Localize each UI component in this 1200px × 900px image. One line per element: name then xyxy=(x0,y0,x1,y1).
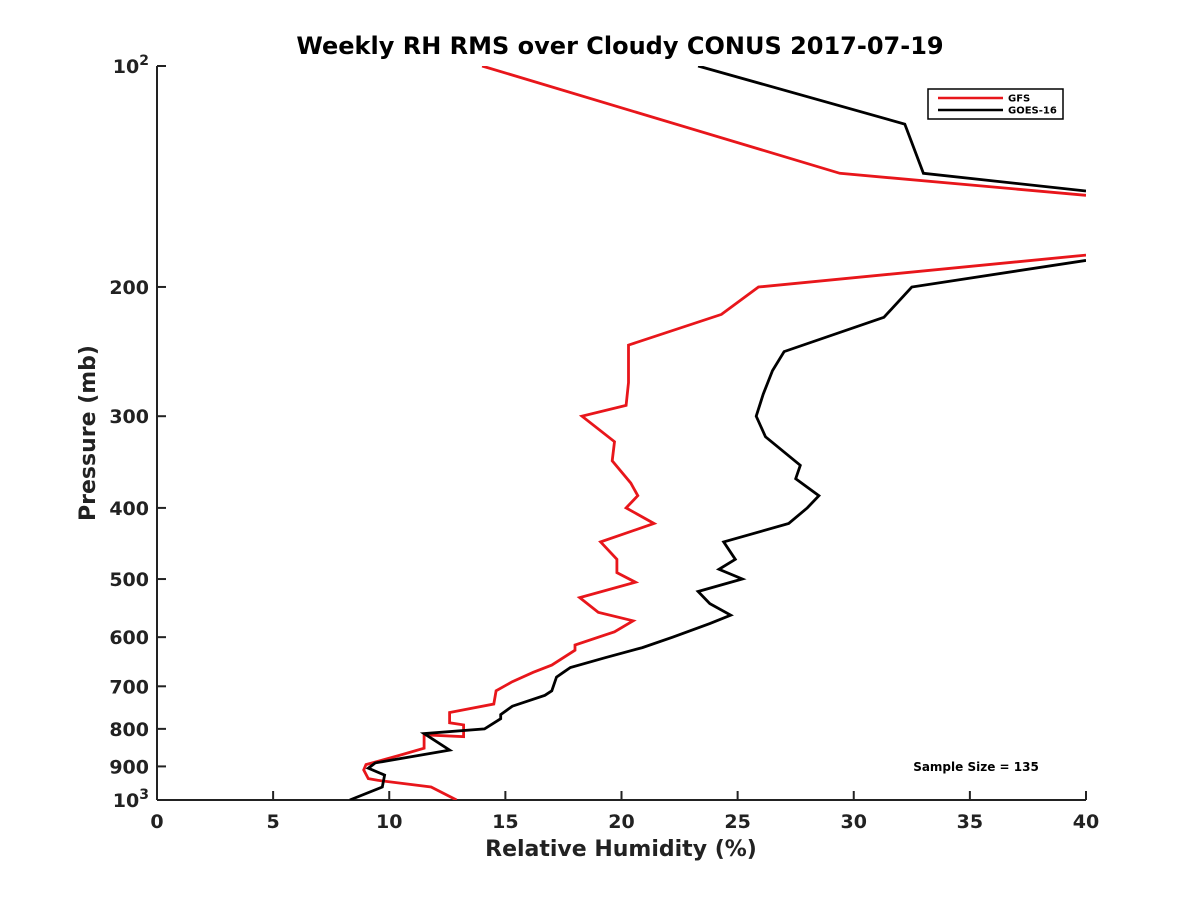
y-tick-label: 102 xyxy=(113,53,149,78)
series-line-goes16-0 xyxy=(697,66,1086,193)
x-tick-label: 5 xyxy=(267,811,280,833)
legend-label-gfs: GFS xyxy=(1008,94,1030,105)
x-tick-label: 40 xyxy=(1073,811,1099,833)
sample-size-annotation: Sample Size = 135 xyxy=(913,760,1039,774)
x-tick-label: 30 xyxy=(841,811,867,833)
y-tick-label: 200 xyxy=(109,277,149,299)
x-tick-label: 10 xyxy=(376,811,402,833)
y-axis-title: Pressure (mb) xyxy=(76,345,101,521)
y-tick-label: 800 xyxy=(109,719,149,741)
x-tick-label: 20 xyxy=(608,811,634,833)
y-tick-label: 500 xyxy=(109,569,149,591)
y-tick-label: 400 xyxy=(109,498,149,520)
x-tick-label: 15 xyxy=(492,811,518,833)
x-tick-label: 35 xyxy=(957,811,983,833)
y-tick-label: 300 xyxy=(109,406,149,428)
chart-title: Weekly RH RMS over Cloudy CONUS 2017-07-… xyxy=(296,32,943,60)
y-tick-label: 700 xyxy=(109,676,149,698)
x-tick-label: 25 xyxy=(724,811,750,833)
series-line-gfs-0 xyxy=(481,66,1086,197)
legend: GFS GOES-16 xyxy=(927,88,1064,120)
legend-label-goes16: GOES-16 xyxy=(1008,106,1057,117)
y-tick-label: 900 xyxy=(109,756,149,778)
axes: 0 5 10 15 20 25 30 35 40 102 200 300 400 500 600 700 800… xyxy=(109,53,1099,833)
legend-box xyxy=(927,88,1064,120)
x-tick-label: 0 xyxy=(150,811,163,833)
series-line-goes16-1 xyxy=(349,259,1086,800)
series-group xyxy=(349,66,1086,800)
x-axis-title: Relative Humidity (%) xyxy=(485,837,757,862)
y-tick-label: 600 xyxy=(109,627,149,649)
y-tick-label: 103 xyxy=(113,787,149,812)
series-line-gfs-1 xyxy=(362,253,1086,800)
